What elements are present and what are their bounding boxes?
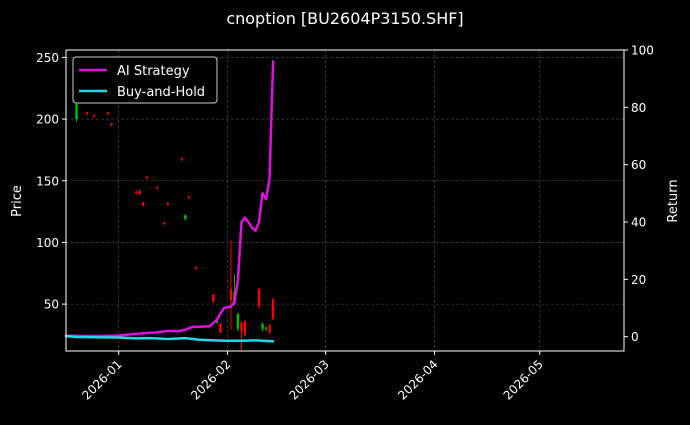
candle-body [212, 294, 215, 302]
candle-body [184, 215, 187, 220]
series-lines [64, 60, 275, 343]
y2-tick-label: 80 [631, 101, 646, 115]
y2-tick-label: 100 [631, 44, 654, 58]
legend: AI Strategy Buy-and-Hold [72, 56, 218, 104]
candle-body [75, 104, 78, 120]
candle-body [180, 158, 184, 160]
candle-body [163, 222, 166, 224]
candle-body [264, 327, 268, 329]
candle-body [257, 289, 261, 307]
legend-label-buy-and-hold: Buy-and-Hold [117, 85, 205, 100]
y-tick-label: 250 [36, 51, 59, 65]
chart-title: cnoption [BU2604P3150.SHF] [226, 9, 463, 28]
y-axis-ticks: 50 100 150 200 250 [36, 51, 66, 312]
candlesticks [75, 103, 275, 351]
candle-body [85, 112, 89, 115]
legend-label-ai-strategy: AI Strategy [117, 64, 190, 79]
candle-body [134, 191, 138, 194]
y-tick-label: 150 [36, 174, 59, 188]
y-tick-label: 200 [36, 113, 59, 127]
candle-body [187, 196, 191, 199]
y2-tick-label: 0 [631, 330, 639, 344]
candle-body [215, 320, 219, 323]
candle-body [261, 323, 264, 329]
y2-tick-label: 60 [631, 158, 646, 172]
candle-body [142, 202, 145, 206]
y2-axis-ticks: 0 20 40 60 80 100 [624, 44, 654, 344]
candle-body [166, 202, 169, 205]
y-tick-label: 50 [44, 298, 59, 312]
y2-tick-label: 20 [631, 273, 646, 287]
candle-body [229, 289, 233, 301]
legend-box [72, 56, 218, 104]
candle-body [240, 322, 243, 332]
candle-body [219, 323, 222, 333]
y-tick-label: 100 [36, 236, 59, 250]
candle-body [138, 190, 141, 195]
candle-body [145, 177, 148, 179]
candle-body [194, 267, 198, 269]
series-line-buy-and-hold [64, 334, 275, 343]
plot-frame [65, 49, 625, 352]
candle-body [92, 115, 96, 117]
candle-body [271, 299, 275, 319]
y-axis-label: Price [10, 185, 25, 217]
candle-body [236, 313, 240, 329]
candle-body [156, 186, 159, 189]
candle-body [243, 321, 247, 335]
y2-tick-label: 40 [631, 216, 646, 230]
y2-axis-label: Return [666, 179, 681, 222]
candle-body [268, 325, 271, 333]
candle-body [110, 124, 113, 126]
series-line-ai-strategy [64, 60, 275, 338]
candle-body [106, 112, 110, 115]
